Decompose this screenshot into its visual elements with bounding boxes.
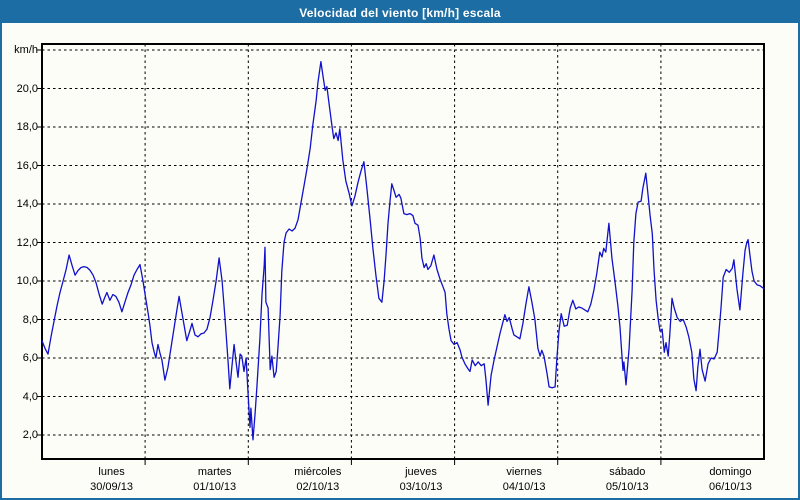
day-name: domingo [709, 466, 752, 478]
y-axis-tick-label: 16,0 [16, 159, 38, 172]
day-date: 01/10/13 [193, 481, 237, 493]
y-axis-tick-label: 14,0 [16, 198, 38, 210]
x-axis-day-label: jueves 03/10/13 [366, 465, 476, 495]
y-axis-tick-label: 12,0 [16, 236, 38, 249]
y-axis-tick-label: 6,0 [22, 352, 38, 364]
y-axis-tick-label: 2,0 [22, 429, 38, 441]
day-date: 02/10/13 [296, 481, 340, 493]
x-axis-day-label: viernes 04/10/13 [469, 465, 579, 495]
window-title: Velocidad del viento [km/h] escala [299, 5, 501, 20]
day-date: 04/10/13 [502, 481, 546, 493]
wind-speed-line [41, 60, 765, 441]
y-axis-tick-label: 8,0 [22, 313, 38, 326]
day-name: lunes [98, 466, 125, 478]
x-axis-day-label: martes 01/10/13 [160, 465, 270, 495]
x-axis-day-label: domingo 06/10/13 [675, 465, 785, 495]
x-axis-day-label: lunes 30/09/13 [57, 465, 167, 495]
y-axis-tick-label: 18,0 [16, 121, 38, 133]
day-date: 03/10/13 [399, 481, 443, 493]
y-axis-unit-label: km/h [14, 44, 38, 56]
title-bar: Velocidad del viento [km/h] escala [2, 2, 798, 23]
day-name: martes [197, 466, 232, 478]
y-axis-tick-label: 4,0 [22, 390, 38, 403]
day-name: jueves [405, 466, 437, 478]
x-axis-day-label: sábado 05/10/13 [572, 465, 682, 495]
day-name: miércoles [294, 466, 342, 478]
y-axis-tick-label: 20,0 [16, 82, 38, 95]
day-name: sábado [609, 466, 646, 478]
plot-frame [41, 43, 765, 460]
x-axis-day-label: miércoles 02/10/13 [263, 465, 373, 495]
day-date: 30/09/13 [90, 481, 133, 493]
day-date: 05/10/13 [605, 481, 649, 493]
day-date: 06/10/13 [709, 481, 752, 493]
y-axis-tick-label: 10,0 [16, 275, 38, 287]
day-name: viernes [506, 466, 542, 478]
